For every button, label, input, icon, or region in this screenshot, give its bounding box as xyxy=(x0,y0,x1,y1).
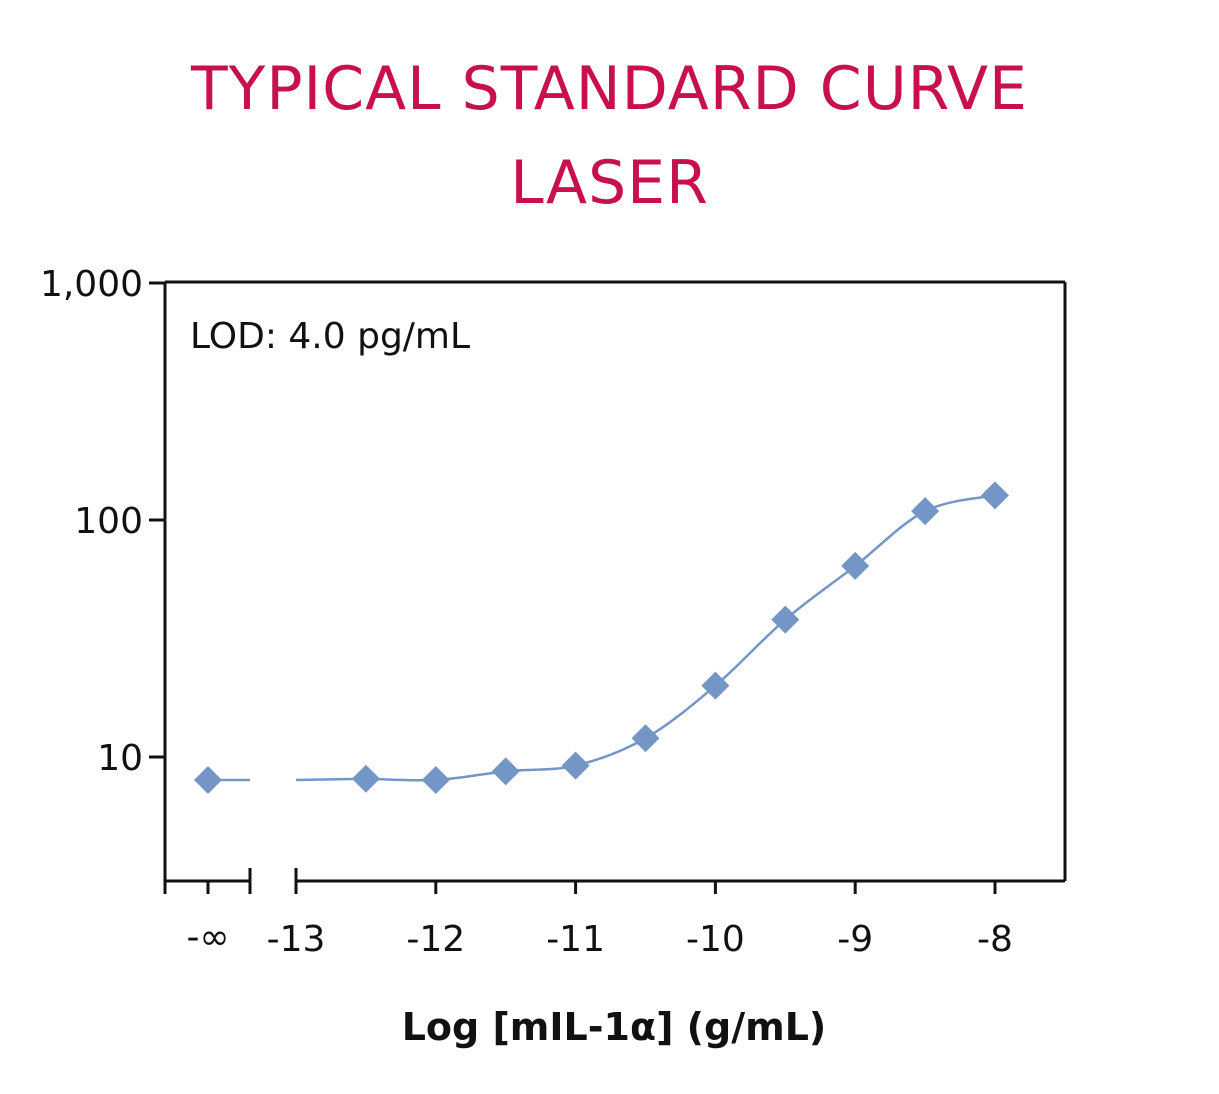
chart-title: TYPICAL STANDARD CURVE xyxy=(191,54,1028,124)
y-tick-label: 10 xyxy=(97,738,143,779)
curve-layer xyxy=(208,494,996,782)
x-tick-label: -8 xyxy=(977,919,1013,960)
x-axis-label: Log [mIL-1α] (g/mL) xyxy=(402,1005,827,1049)
x-tick-label: -9 xyxy=(837,919,873,960)
fitted-curve xyxy=(295,494,996,782)
data-point-zero xyxy=(194,765,222,794)
x-tick-label: -13 xyxy=(267,919,326,960)
data-point xyxy=(491,757,520,786)
axes: 10 100 1,000 -13 -12 -11 -10 -9 -8 -∞ xyxy=(40,264,1067,960)
x-tick-label: -12 xyxy=(406,919,465,960)
data-point xyxy=(981,481,1009,510)
points-layer xyxy=(194,481,1009,794)
data-point xyxy=(701,671,730,700)
y-tick-label: 100 xyxy=(74,501,143,542)
data-point xyxy=(561,751,590,780)
data-point xyxy=(631,724,660,753)
lod-annotation: LOD: 4.0 pg/mL xyxy=(190,316,470,357)
chart-subtitle: LASER xyxy=(510,148,709,218)
data-point xyxy=(841,551,870,580)
data-point xyxy=(351,764,380,793)
y-tick-label: 1,000 xyxy=(40,264,143,305)
x-tick-label-infinity: -∞ xyxy=(187,917,230,958)
data-point xyxy=(911,497,940,526)
x-tick-label: -10 xyxy=(686,919,745,960)
data-point xyxy=(771,605,800,634)
data-point xyxy=(421,765,450,794)
x-tick-label: -11 xyxy=(546,919,605,960)
